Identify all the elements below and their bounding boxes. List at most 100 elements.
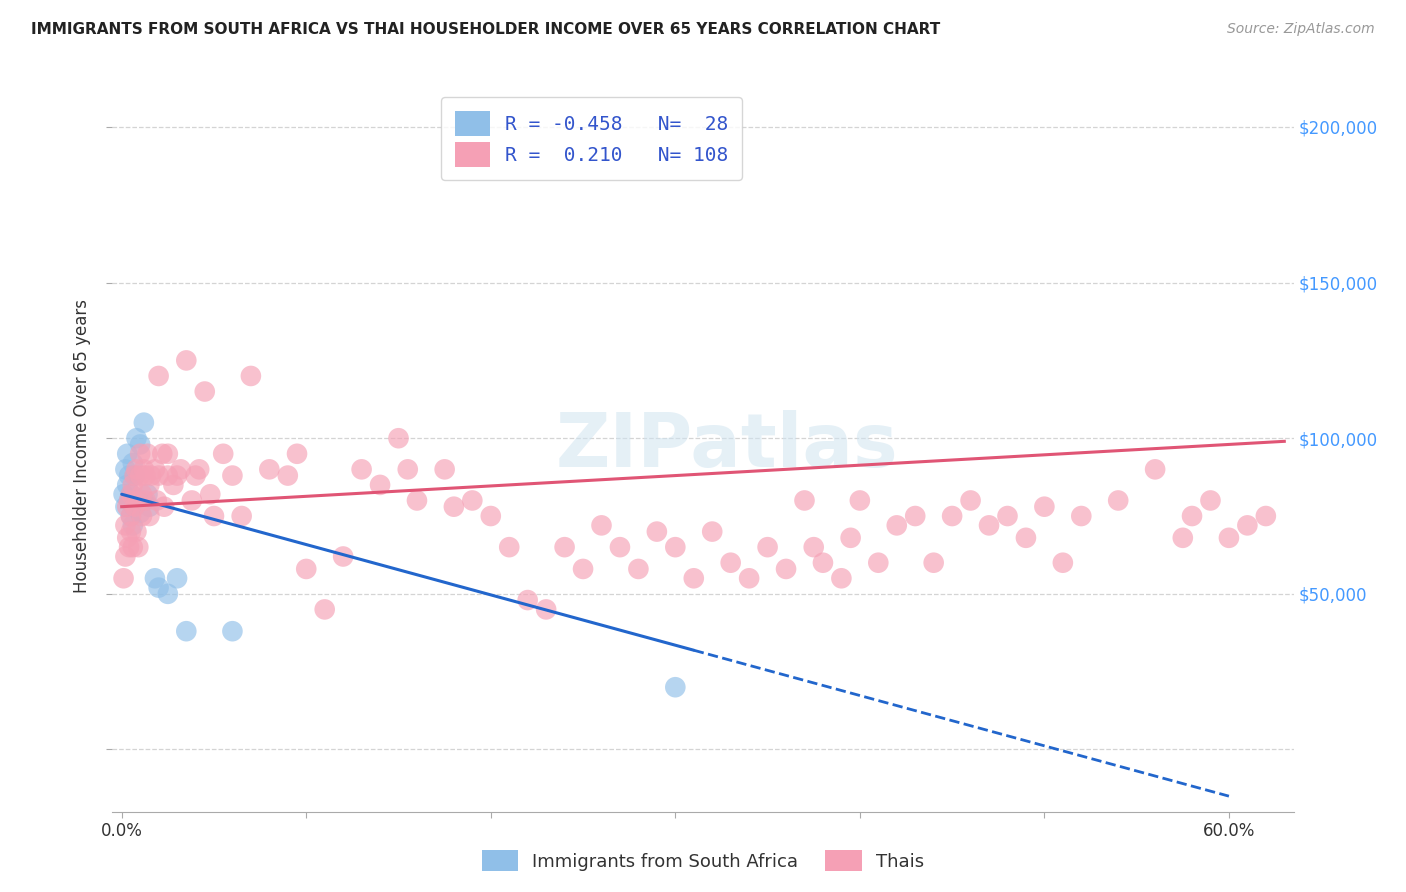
Point [136,487,159,501]
Point [118,493,141,508]
Point [664,680,686,694]
Point [285,447,308,461]
Point [125,524,148,539]
Point [406,493,429,508]
Point [162,478,184,492]
Point [977,518,1000,533]
Point [202,509,225,524]
Point [433,462,456,476]
Point [129,447,152,461]
Point [132,462,155,476]
Point [115,447,138,461]
Point [277,468,299,483]
Point [114,500,136,514]
Point [148,581,170,595]
Point [1107,493,1129,508]
Point [141,468,163,483]
Point [188,462,211,476]
Point [121,478,143,492]
Point [132,493,155,508]
Point [332,549,354,564]
Point [120,509,142,524]
Point [738,571,761,585]
Point [295,562,318,576]
Point [132,416,155,430]
Point [125,431,148,445]
Point [166,468,188,483]
Point [124,468,146,483]
Point [115,531,138,545]
Point [886,518,908,533]
Point [156,447,179,461]
Point [849,493,872,508]
Point [221,624,243,639]
Point [1218,531,1240,545]
Text: Source: ZipAtlas.com: Source: ZipAtlas.com [1227,22,1375,37]
Point [135,468,157,483]
Point [1070,509,1092,524]
Point [239,368,262,383]
Point [350,462,373,476]
Point [702,524,724,539]
Point [1015,531,1038,545]
Point [1033,500,1056,514]
Text: ZIPatlas: ZIPatlas [555,409,898,483]
Point [922,556,945,570]
Point [387,431,409,445]
Point [129,468,152,483]
Point [443,500,465,514]
Point [143,571,166,585]
Point [114,462,136,476]
Point [148,468,170,483]
Point [479,509,502,524]
Point [645,524,668,539]
Point [682,571,704,585]
Point [212,447,235,461]
Point [138,500,160,514]
Point [184,468,207,483]
Point [120,524,142,539]
Point [1199,493,1222,508]
Point [461,493,484,508]
Point [221,468,243,483]
Point [200,487,222,501]
Point [1254,509,1277,524]
Point [138,509,160,524]
Legend: Immigrants from South Africa, Thais: Immigrants from South Africa, Thais [475,843,931,879]
Point [1144,462,1167,476]
Point [534,602,557,616]
Point [609,540,631,554]
Point [124,500,146,514]
Point [114,518,136,533]
Point [124,468,146,483]
Point [194,384,217,399]
Point [498,540,520,554]
Point [756,540,779,554]
Point [803,540,825,554]
Point [118,540,141,554]
Point [554,540,576,554]
Point [120,509,142,524]
Point [830,571,852,585]
Point [1171,531,1194,545]
Point [146,493,169,508]
Point [839,531,862,545]
Point [115,500,138,514]
Point [166,571,188,585]
Y-axis label: Householder Income Over 65 years: Householder Income Over 65 years [73,299,91,593]
Point [143,462,166,476]
Point [121,540,143,554]
Point [138,478,160,492]
Point [153,500,176,514]
Point [959,493,981,508]
Point [904,509,927,524]
Point [148,368,170,383]
Text: IMMIGRANTS FROM SOUTH AFRICA VS THAI HOUSEHOLDER INCOME OVER 65 YEARS CORRELATIO: IMMIGRANTS FROM SOUTH AFRICA VS THAI HOU… [31,22,941,37]
Point [131,487,153,501]
Point [720,556,742,570]
Point [121,518,143,533]
Point [180,493,202,508]
Point [793,493,815,508]
Point [174,353,197,368]
Point [170,462,193,476]
